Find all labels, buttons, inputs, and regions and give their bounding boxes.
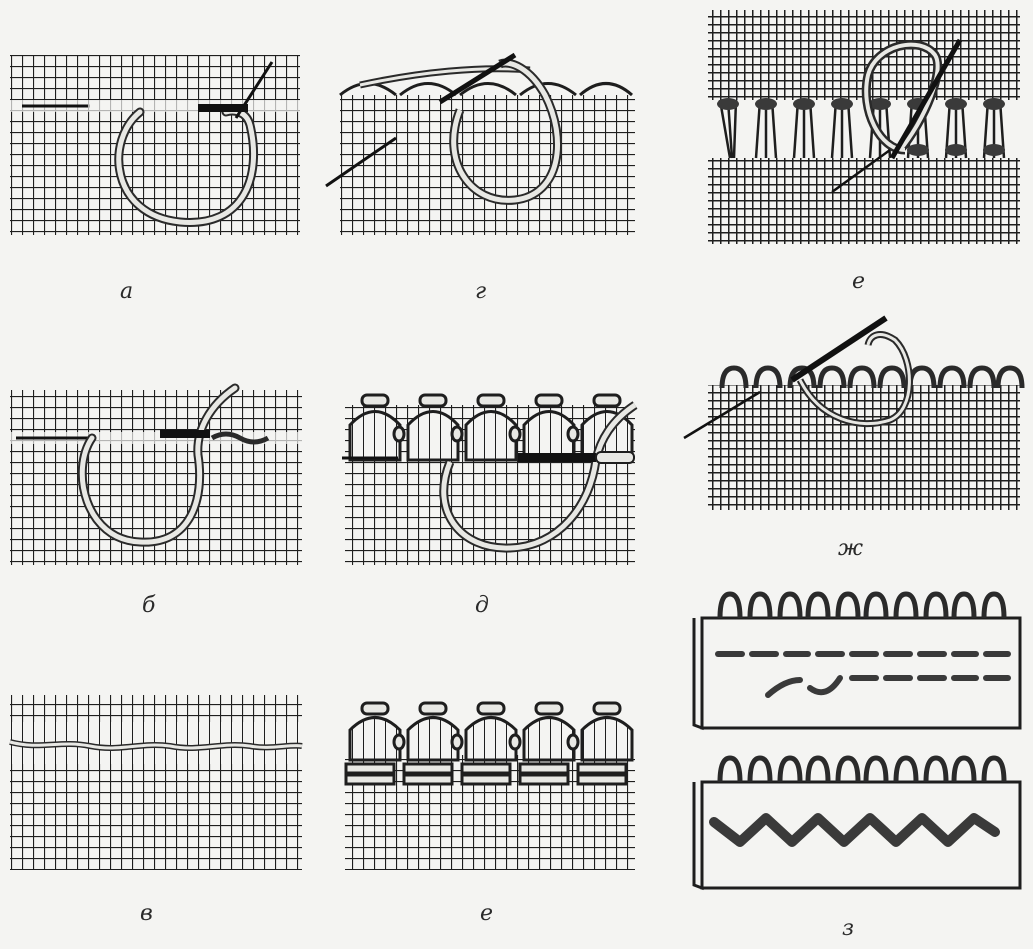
caption-a: а (120, 279, 133, 304)
picot-row (717, 755, 1007, 783)
fabric-dense (708, 385, 1020, 510)
fabric-strip (700, 616, 1022, 730)
panel-g: г (325, 52, 635, 304)
fabric-strip (700, 780, 1022, 890)
panel-v: в (9, 695, 303, 926)
panel-zh: ж (683, 315, 1025, 561)
fabric-grid (10, 390, 302, 565)
panel-d: д (342, 393, 638, 618)
fabric-grid (340, 95, 635, 235)
caption-e-right: е (852, 269, 865, 294)
thread-line (683, 390, 761, 440)
needle-icon (889, 38, 963, 160)
picot-loops (348, 716, 634, 762)
thread-line (831, 148, 891, 194)
panel-z: з (692, 591, 1022, 941)
caption-d: д (475, 593, 489, 618)
wrapped-bundle (210, 431, 270, 445)
panel-e-right: е (708, 10, 1020, 294)
panel-e-left: е (344, 701, 635, 926)
needle-icon (234, 61, 274, 119)
caption-e-left: е (480, 901, 493, 926)
running-stitch-row (715, 651, 1011, 698)
needle-stitch (198, 104, 248, 112)
caption-z: з (842, 916, 854, 941)
panel-b: б (10, 383, 302, 618)
panel-a: а (10, 55, 300, 304)
bundle-knots (717, 98, 1005, 156)
caption-v: в (140, 901, 153, 926)
picot-loops (348, 393, 634, 462)
needle-icon (438, 52, 517, 105)
fabric-grid (10, 695, 302, 870)
scallops (339, 82, 633, 97)
bundle-bars (344, 762, 628, 786)
caption-zh: ж (838, 536, 863, 561)
thread-line (325, 136, 397, 188)
caption-b: б (142, 593, 156, 618)
caption-g: г (475, 279, 486, 304)
zigzag-stitch (709, 813, 1000, 847)
needle-icon (518, 453, 596, 462)
needle-icon (790, 315, 888, 383)
picot-row (717, 591, 1007, 619)
needle-stitch (160, 430, 210, 438)
fabric-dense-bottom (708, 158, 1020, 244)
